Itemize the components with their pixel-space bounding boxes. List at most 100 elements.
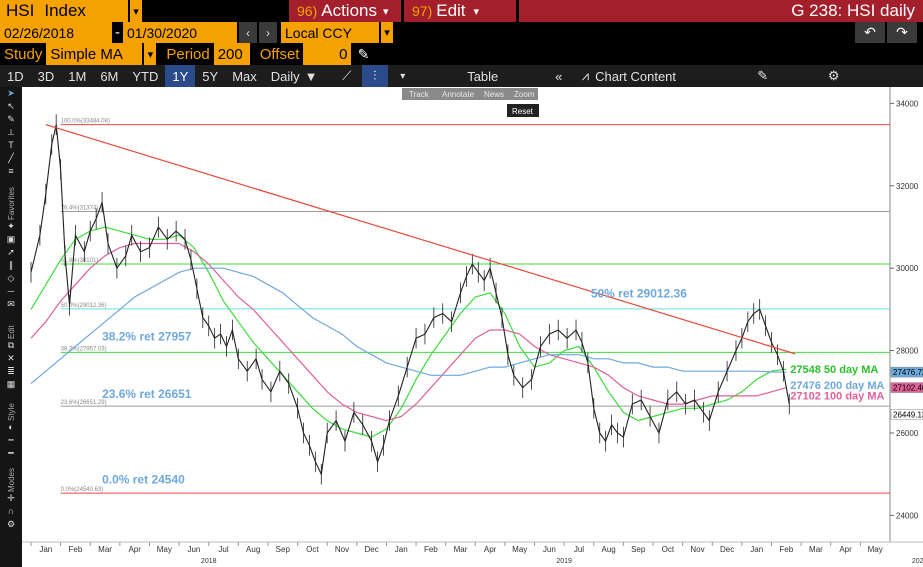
range-button-3d[interactable]: 3D: [37, 68, 55, 84]
fib-level-label: 0.0%(24540.63): [61, 487, 104, 493]
study-field[interactable]: Simple MA: [46, 43, 143, 65]
undo-icon[interactable]: ↶: [855, 22, 885, 43]
chevron-down-icon: ▾: [382, 5, 389, 18]
y-axis: 24000 26000 28000 30000 32000 34000 27476.72 27…: [890, 99, 923, 520]
range-button-1y[interactable]: 1Y: [165, 65, 196, 87]
period-field[interactable]: 200: [213, 43, 250, 65]
copy-icon[interactable]: ⧉: [7, 340, 15, 350]
y-tick-label: 34000: [896, 99, 919, 108]
edit-label: Edit: [6, 325, 16, 339]
color-icon[interactable]: ◐: [8, 422, 14, 432]
study-label: Study: [4, 45, 43, 63]
track-button[interactable]: Track: [409, 90, 430, 99]
previous-period-button[interactable]: ‹: [239, 22, 257, 43]
overlay-toolbar-bg: [402, 88, 538, 100]
fibonacci-icon[interactable]: ≡: [8, 166, 14, 176]
magnet-icon[interactable]: ∩: [7, 506, 15, 516]
reset-button[interactable]: Reset: [512, 107, 534, 116]
x-tick-label: Oct: [662, 545, 675, 554]
trend-line: [45, 124, 796, 355]
y-tick-label: 28000: [896, 347, 919, 356]
ma-line-200: [30, 267, 787, 384]
annotate-button[interactable]: Annotate: [442, 90, 475, 99]
collapse-left-icon[interactable]: «: [555, 68, 563, 84]
favorites-label: Favorites: [6, 187, 16, 220]
value-tag-label: 27476.72: [893, 368, 923, 377]
annotations: 50% ret 29012.36 38.2% ret 27957 23.6% ret…: [102, 286, 884, 486]
x-tick-label: Apr: [839, 545, 852, 554]
interval-dropdown[interactable]: Daily ▼: [264, 65, 332, 87]
fib-annotation: 38.2% ret 27957: [102, 329, 192, 343]
lock-icon[interactable]: ▣: [6, 234, 16, 244]
edit-menu-button[interactable]: 97) Edit ▾: [404, 0, 516, 22]
note-icon[interactable]: ✉: [7, 299, 15, 309]
price-line: [30, 124, 790, 477]
pencil-icon[interactable]: ✎: [7, 114, 15, 124]
trend-line-icon[interactable]: ╱: [8, 153, 14, 163]
drawing-toolbar: ➤ ↖ ✎ ⟂ T ╱ ≡ Favorites ✦ ▣ ➚ ∥ ◇ ─ ✉ Ed…: [0, 87, 22, 567]
date-separator: -: [115, 24, 120, 41]
crosshair-icon[interactable]: ✛: [7, 493, 15, 503]
next-period-button[interactable]: ›: [259, 22, 277, 43]
x-tick-label: Aug: [246, 545, 260, 554]
line-style-icon[interactable]: ┅: [8, 435, 14, 445]
chevron-down-icon[interactable]: ▾: [400, 70, 406, 82]
pencil-icon[interactable]: ✎: [357, 45, 370, 62]
grid-icon[interactable]: ▦: [6, 379, 16, 389]
line-weight-icon[interactable]: ━: [8, 448, 14, 458]
x-tick-label: Dec: [365, 545, 379, 554]
ticker-type: Index: [44, 1, 86, 20]
actions-menu-button[interactable]: 96) Actions ▾: [289, 0, 401, 22]
year-label: 2020: [912, 558, 923, 565]
offset-field[interactable]: 0: [303, 43, 352, 65]
ruler-icon[interactable]: ⟂: [7, 127, 14, 137]
ma-line-100: [30, 242, 787, 422]
line-chart-icon[interactable]: ⟋: [342, 68, 352, 83]
table-button[interactable]: Table: [467, 68, 499, 84]
gear-icon[interactable]: ⚙: [827, 68, 840, 83]
actions-number: 96): [297, 3, 318, 19]
currency-dropdown-button[interactable]: ▾: [381, 22, 393, 43]
x-tick-label: Mar: [98, 545, 112, 554]
cursor-icon[interactable]: ➤: [7, 88, 15, 98]
pin-icon[interactable]: ✦: [7, 221, 15, 231]
value-tag: [890, 366, 923, 378]
line-icon[interactable]: ─: [7, 286, 15, 296]
range-button-ytd[interactable]: YTD: [132, 68, 159, 84]
range-button-5y[interactable]: 5Y: [202, 68, 219, 84]
text-icon[interactable]: T: [8, 140, 14, 150]
fib-annotation: 0.0% ret 24540: [102, 472, 185, 486]
price-chart[interactable]: 100.0%(33484.08) 76.4%(31374) 61.8%(30101)…: [22, 87, 923, 567]
settings-icon[interactable]: ⚙: [6, 519, 16, 529]
ticker-field[interactable]: HSI Index: [0, 0, 128, 22]
cursor-alt-icon[interactable]: ↖: [7, 101, 15, 111]
news-button[interactable]: News: [484, 90, 504, 99]
fib-level-label: 50.0%(29012.36): [61, 303, 107, 309]
range-button-6m[interactable]: 6M: [100, 68, 119, 84]
channel-icon[interactable]: ∥: [8, 260, 14, 270]
x-tick-label: Jan: [39, 545, 52, 554]
edit-label: Edit: [436, 1, 466, 20]
style-label: Style: [6, 403, 16, 421]
zoom-button[interactable]: Zoom: [514, 90, 535, 99]
layers-icon[interactable]: ≣: [7, 366, 15, 376]
study-bar: Study Simple MA ▾ Period 200 Offset 0 ✎: [0, 43, 923, 65]
x-tick-label: Nov: [690, 545, 704, 554]
delete-icon[interactable]: ✕: [7, 353, 15, 363]
end-date-field[interactable]: 01/30/2020: [123, 22, 237, 43]
ticker-dropdown-button[interactable]: ▾: [130, 0, 142, 22]
start-date-field[interactable]: 02/26/2018: [0, 22, 112, 43]
range-button-1m[interactable]: 1M: [68, 68, 87, 84]
x-tick-label: Sep: [631, 545, 646, 554]
bar-chart-icon[interactable]: ⫶: [361, 65, 388, 87]
x-tick-label: Apr: [484, 545, 497, 554]
study-dropdown-button[interactable]: ▾: [144, 43, 157, 65]
edit-chart-icon[interactable]: ✎: [757, 68, 769, 83]
redo-icon[interactable]: ↷: [887, 22, 917, 43]
range-button-1d[interactable]: 1D: [7, 68, 24, 84]
shape-icon[interactable]: ◇: [7, 273, 15, 283]
range-button-max[interactable]: Max: [232, 68, 257, 84]
chart-content-button[interactable]: ⩘ Chart Content: [575, 65, 729, 87]
currency-field[interactable]: Local CCY: [281, 22, 379, 43]
arrow-icon[interactable]: ➚: [7, 247, 15, 257]
